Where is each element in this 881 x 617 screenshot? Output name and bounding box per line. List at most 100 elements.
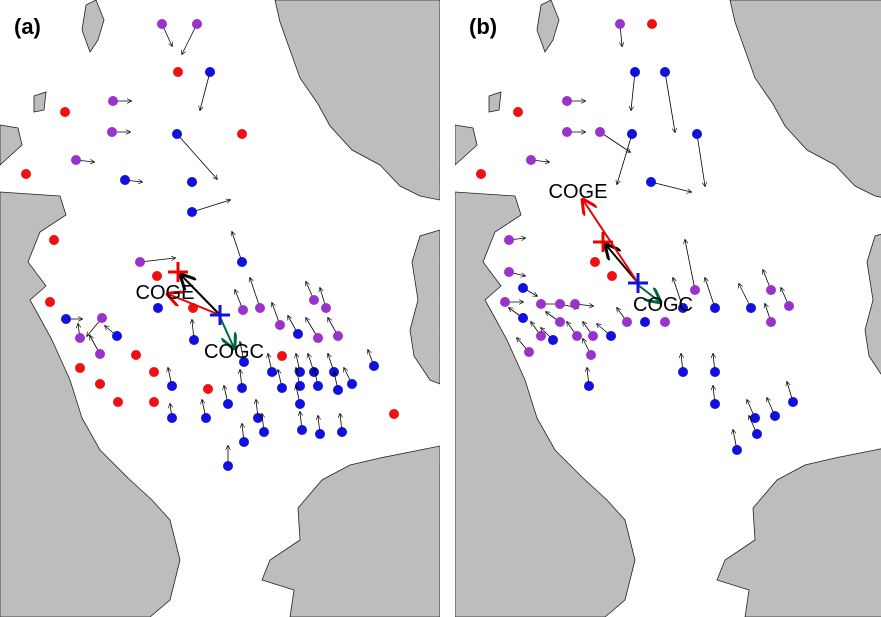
station [562, 96, 572, 106]
station [504, 267, 514, 277]
station [187, 177, 197, 187]
station [239, 357, 249, 367]
station [201, 413, 211, 423]
station [607, 271, 617, 281]
station [275, 320, 285, 330]
station [500, 297, 510, 307]
station [223, 461, 233, 471]
station [149, 367, 159, 377]
station [678, 303, 688, 313]
station [766, 317, 776, 327]
station [562, 127, 572, 137]
station [237, 257, 247, 267]
track [696, 133, 705, 186]
station [746, 303, 756, 313]
track [705, 278, 716, 309]
station [615, 19, 625, 29]
station [333, 385, 343, 395]
station [518, 283, 528, 293]
station [223, 399, 233, 409]
cog-c-marker [628, 273, 648, 293]
station [690, 285, 700, 295]
track [673, 278, 684, 309]
station [259, 427, 269, 437]
cog-c-marker [210, 305, 230, 325]
station [192, 19, 202, 29]
station [710, 303, 720, 313]
station [173, 67, 183, 77]
station [135, 257, 145, 267]
station [97, 313, 107, 323]
track [685, 240, 696, 291]
cog-e-marker [168, 262, 188, 282]
shift-arrow-black [181, 275, 221, 316]
shift-arrow-red [168, 294, 221, 316]
station [590, 257, 600, 267]
station [277, 351, 287, 361]
station [752, 429, 762, 439]
station [315, 429, 325, 439]
station [640, 317, 650, 327]
track [664, 71, 675, 132]
station [267, 367, 277, 377]
track [139, 258, 175, 263]
panel-b: COGE COGC (b) [455, 0, 881, 617]
station [153, 303, 163, 313]
station [187, 207, 197, 217]
station [253, 413, 263, 423]
station [107, 127, 117, 137]
station [570, 299, 580, 309]
station [95, 349, 105, 359]
station [75, 363, 85, 373]
station [238, 305, 248, 315]
station [710, 399, 720, 409]
station [75, 333, 85, 343]
station [237, 383, 247, 393]
station [309, 295, 319, 305]
track [182, 23, 198, 54]
station [555, 299, 565, 309]
station [71, 155, 81, 165]
station [646, 177, 656, 187]
station [313, 333, 323, 343]
station [526, 155, 536, 165]
panel-label: (b) [469, 14, 497, 39]
station [255, 303, 265, 313]
station [205, 67, 215, 77]
station [120, 175, 130, 185]
station [627, 129, 637, 139]
shift-arrow-green [219, 316, 234, 348]
station [297, 425, 307, 435]
station [588, 331, 598, 341]
station [504, 235, 514, 245]
shift-arrow-green [637, 284, 660, 302]
station [692, 129, 702, 139]
station [108, 96, 118, 106]
station [766, 285, 776, 295]
panel-a: COGE COGC (a) [0, 0, 440, 617]
station [61, 314, 71, 324]
track [250, 278, 261, 309]
station [788, 397, 798, 407]
cogc-label: COGC [633, 294, 693, 316]
panel-label: (a) [14, 14, 41, 39]
station [710, 367, 720, 377]
cog-e-marker [593, 232, 613, 252]
gutter [440, 0, 455, 617]
station [595, 127, 605, 137]
station [277, 383, 287, 393]
station [524, 347, 534, 357]
station [293, 329, 303, 339]
station [167, 413, 177, 423]
station [678, 367, 688, 377]
station [337, 427, 347, 437]
station [513, 107, 523, 117]
station [157, 19, 167, 29]
coge-label: COGE [136, 282, 195, 304]
station [60, 107, 70, 117]
station [49, 235, 59, 245]
station [586, 350, 596, 360]
station [189, 335, 199, 345]
station [112, 331, 122, 341]
